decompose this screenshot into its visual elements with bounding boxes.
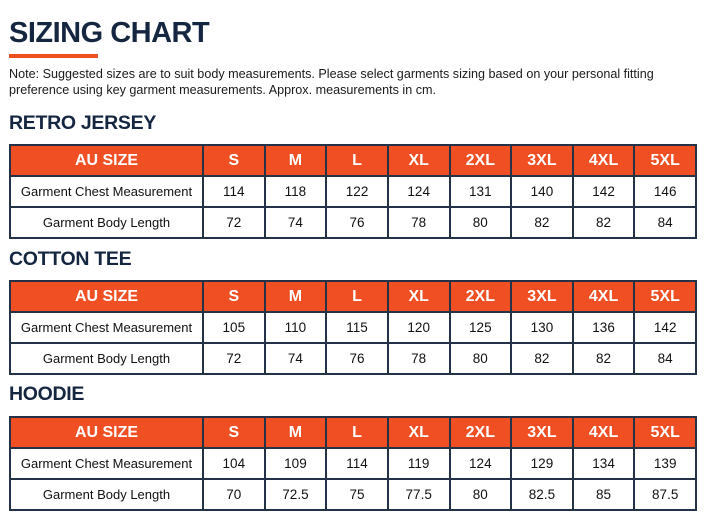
measurement-cell: 124 <box>448 447 513 480</box>
header-cell: XL <box>386 416 451 449</box>
measurement-cell: 114 <box>325 447 389 480</box>
header-cell: S <box>202 144 266 177</box>
page-title: SIZING CHART <box>9 17 210 49</box>
measurement-cell: 115 <box>325 311 389 344</box>
measurement-cell: 80 <box>448 342 513 375</box>
header-cell: 5XL <box>633 144 697 177</box>
measurement-cell: 136 <box>571 311 636 344</box>
header-cell: 2XL <box>448 416 513 449</box>
table-row: Garment Body Length 72 74 76 78 80 82 82 84 <box>9 206 697 239</box>
header-cell: 4XL <box>571 144 636 177</box>
measurement-cell: 76 <box>325 206 389 239</box>
measurement-cell: 74 <box>263 206 328 239</box>
measurement-cell: 110 <box>263 311 328 344</box>
header-row: AU SIZE S M L XL 2XL 3XL 4XL 5XL <box>9 416 697 449</box>
measurement-cell: 125 <box>448 311 513 344</box>
hoodie-heading: HOODIE <box>9 383 85 405</box>
measurement-cell: 105 <box>202 311 266 344</box>
measurement-cell: 142 <box>633 311 697 344</box>
measurement-cell: 82 <box>571 342 636 375</box>
measurement-cell: 74 <box>263 342 328 375</box>
measurement-cell: 146 <box>633 175 697 208</box>
measurement-cell: 78 <box>386 342 451 375</box>
header-cell: AU SIZE <box>9 144 204 177</box>
table-row: Garment Chest Measurement 104 109 114 119 124… <box>9 447 697 480</box>
measurement-cell: 139 <box>633 447 697 480</box>
table-row: Garment Body Length 70 72.5 75 77.5 80 82.5 85 8… <box>9 478 697 511</box>
measurement-cell: 84 <box>633 342 697 375</box>
measurement-cell: 85 <box>571 478 636 511</box>
cotton-tee-size-table: AU SIZE S M L XL 2XL 3XL 4XL 5XL Garment Chest Me… <box>9 280 697 375</box>
row-label: Garment Chest Measurement <box>9 175 204 208</box>
header-cell: M <box>263 144 328 177</box>
header-cell: L <box>325 280 389 313</box>
measurement-cell: 142 <box>571 175 636 208</box>
table-row: Garment Body Length 72 74 76 78 80 82 82 84 <box>9 342 697 375</box>
header-cell: 2XL <box>448 280 513 313</box>
header-cell: 2XL <box>448 144 513 177</box>
measurement-cell: 130 <box>510 311 574 344</box>
header-row: AU SIZE S M L XL 2XL 3XL 4XL 5XL <box>9 144 697 177</box>
header-cell: XL <box>386 144 451 177</box>
header-cell: M <box>263 280 328 313</box>
measurement-cell: 87.5 <box>633 478 697 511</box>
measurement-cell: 82 <box>510 342 574 375</box>
cotton-tee-heading: COTTON TEE <box>9 248 132 270</box>
row-label: Garment Chest Measurement <box>9 447 204 480</box>
header-cell: 4XL <box>571 280 636 313</box>
header-cell: 3XL <box>510 416 574 449</box>
measurement-cell: 120 <box>386 311 451 344</box>
measurement-cell: 80 <box>448 206 513 239</box>
table-row: Garment Chest Measurement 105 110 115 120 125… <box>9 311 697 344</box>
header-cell: 5XL <box>633 280 697 313</box>
header-cell: L <box>325 144 389 177</box>
measurement-cell: 109 <box>263 447 328 480</box>
header-cell: 3XL <box>510 144 574 177</box>
header-cell: 5XL <box>633 416 697 449</box>
header-cell: AU SIZE <box>9 416 204 449</box>
measurement-cell: 118 <box>263 175 328 208</box>
retro-jersey-heading: RETRO JERSEY <box>9 112 157 134</box>
title-underline <box>9 54 98 58</box>
table-row: Garment Chest Measurement 114 118 122 124 131… <box>9 175 697 208</box>
row-label: Garment Body Length <box>9 206 204 239</box>
measurement-cell: 104 <box>202 447 266 480</box>
measurement-cell: 76 <box>325 342 389 375</box>
measurement-cell: 80 <box>448 478 513 511</box>
row-label: Garment Chest Measurement <box>9 311 204 344</box>
header-cell: L <box>325 416 389 449</box>
header-cell: AU SIZE <box>9 280 204 313</box>
retro-jersey-size-table: AU SIZE S M L XL 2XL 3XL 4XL 5XL Garment Chest Me… <box>9 144 697 239</box>
measurement-cell: 70 <box>202 478 266 511</box>
hoodie-size-table: AU SIZE S M L XL 2XL 3XL 4XL 5XL Garment Chest Me… <box>9 416 697 511</box>
measurement-cell: 72 <box>202 206 266 239</box>
row-label: Garment Body Length <box>9 478 204 511</box>
header-cell: S <box>202 280 266 313</box>
measurement-cell: 140 <box>510 175 574 208</box>
measurement-cell: 84 <box>633 206 697 239</box>
measurement-cell: 131 <box>448 175 513 208</box>
header-cell: 4XL <box>571 416 636 449</box>
measurement-cell: 134 <box>571 447 636 480</box>
measurement-cell: 119 <box>386 447 451 480</box>
measurement-cell: 78 <box>386 206 451 239</box>
measurement-cell: 82.5 <box>510 478 574 511</box>
measurement-cell: 82 <box>510 206 574 239</box>
measurement-cell: 77.5 <box>386 478 451 511</box>
header-cell: M <box>263 416 328 449</box>
header-cell: XL <box>386 280 451 313</box>
measurement-cell: 124 <box>386 175 451 208</box>
measurement-cell: 114 <box>202 175 266 208</box>
header-row: AU SIZE S M L XL 2XL 3XL 4XL 5XL <box>9 280 697 313</box>
measurement-cell: 72 <box>202 342 266 375</box>
row-label: Garment Body Length <box>9 342 204 375</box>
measurement-cell: 122 <box>325 175 389 208</box>
measurement-cell: 82 <box>571 206 636 239</box>
header-cell: S <box>202 416 266 449</box>
measurement-cell: 72.5 <box>263 478 328 511</box>
measurement-cell: 129 <box>510 447 574 480</box>
sizing-note: Note: Suggested sizes are to suit body m… <box>9 67 654 97</box>
measurement-cell: 75 <box>325 478 389 511</box>
header-cell: 3XL <box>510 280 574 313</box>
